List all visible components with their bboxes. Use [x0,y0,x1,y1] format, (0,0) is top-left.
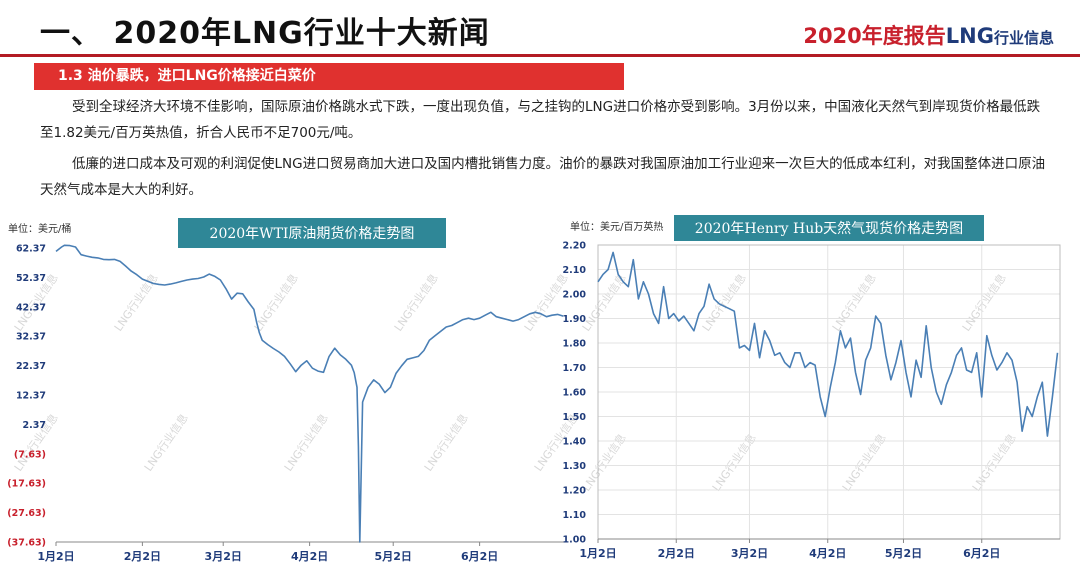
x-tick-label: 2月2日 [124,550,161,563]
chart-title: 2020年Henry Hub天然气现货价格走势图 [695,220,963,237]
x-tick-label: 3月2日 [731,547,768,560]
y-tick-label: 12.37 [16,391,46,402]
y-tick-label: 1.00 [563,535,587,546]
paragraph-2: 低廉的进口成本及可观的利润促使LNG进口贸易商加大进口及国内槽批销售力度。油价的… [40,156,1046,198]
brand-year: 2020年度报告 [803,24,946,48]
y-tick-label: (7.63) [14,449,46,460]
y-tick-label: 1.20 [563,486,587,497]
series-line [597,251,1059,437]
page-title: 一、 2020年LNG行业十大新闻 [40,16,490,51]
y-tick-label: 1.60 [563,388,587,399]
watermark: LNG行业信息 LNG行业信息 LNG行业信息 LNG行业信息 LNG行业信息 LNG行业… [579,271,1019,494]
brand-logo: 2020年度报告LNG行业信息 [803,20,1054,50]
watermark-text: LNG行业信息 [251,271,301,334]
header-divider [0,54,1080,57]
watermark-text: LNG行业信息 [141,411,191,474]
watermark-text: LNG行业信息 [829,271,879,334]
y-tick-label: 1.50 [563,412,587,423]
brand-suffix: 行业信息 [993,29,1054,47]
x-tick-label: 6月2日 [461,550,498,563]
section-heading: 1.3 油价暴跌，进口LNG价格接近白菜价 [34,63,624,90]
chart-title: 2020年WTI原油期货价格走势图 [210,225,415,242]
watermark-text: LNG行业信息 [699,271,749,334]
unit-label: 单位：美元/百万英热 [570,220,663,233]
y-tick-label: 2.20 [563,241,587,252]
plot-area [56,248,566,542]
y-tick-label: 1.30 [563,461,587,472]
chart-title-box [178,218,446,248]
wti-price-chart: LNG行业信息 LNG行业信息 LNG行业信息 LNG行业信息 LNG行业信息 LNG行业… [7,218,581,563]
watermark-text: LNG行业信息 [969,431,1019,494]
y-tick-label: 2.10 [563,265,587,276]
y-tick-label: 62.37 [16,244,46,255]
x-tick-label: 6月2日 [963,547,1000,560]
y-tick-label: (37.63) [7,538,46,549]
y-tick-label: 1.90 [563,314,587,325]
y-tick-label: 1.80 [563,339,587,350]
watermark-text: LNG行业信息 [281,411,331,474]
y-tick-label: 1.70 [563,363,587,374]
x-tick-label: 1月2日 [579,547,616,560]
watermark-text: LNG行业信息 [709,431,759,494]
unit-label: 单位：美元/桶 [8,222,71,235]
series-line [55,244,564,543]
x-tick-label: 5月2日 [885,547,922,560]
y-tick-label: 2.37 [23,420,46,431]
watermark-text: LNG行业信息 [421,411,471,474]
y-tick-label: 32.37 [16,332,46,343]
y-tick-label: 52.37 [16,273,46,284]
watermark-text: LNG行业信息 [111,271,161,334]
y-tick-label: (17.63) [7,479,46,490]
x-tick-label: 5月2日 [375,550,412,563]
y-tick-label: 22.37 [16,361,46,372]
henry-hub-price-chart: LNG行业信息 LNG行业信息 LNG行业信息 LNG行业信息 LNG行业信息 LNG行业… [563,215,1061,560]
y-tick-label: 2.00 [563,290,587,301]
watermark-text: LNG行业信息 [391,271,441,334]
chart-title-box [674,215,984,241]
watermark-text: LNG行业信息 [839,431,889,494]
paragraph-1: 受到全球经济大环境不佳影响，国际原油价格跳水式下跌，一度出现负值，与之挂钩的LN… [40,99,1041,141]
y-tick-label: 42.37 [16,302,46,313]
watermark-text: LNG行业信息 [959,271,1009,334]
x-tick-label: 2月2日 [658,547,695,560]
brand-lng: LNG [945,24,994,48]
x-tick-label: 1月2日 [37,550,74,563]
y-tick-label: (27.63) [7,508,46,519]
x-tick-label: 4月2日 [291,550,328,563]
x-tick-label: 4月2日 [809,547,846,560]
y-tick-label: 1.10 [563,510,587,521]
watermark-text: LNG行业信息 [579,431,629,494]
x-tick-label: 3月2日 [205,550,242,563]
y-tick-label: 1.40 [563,437,587,448]
